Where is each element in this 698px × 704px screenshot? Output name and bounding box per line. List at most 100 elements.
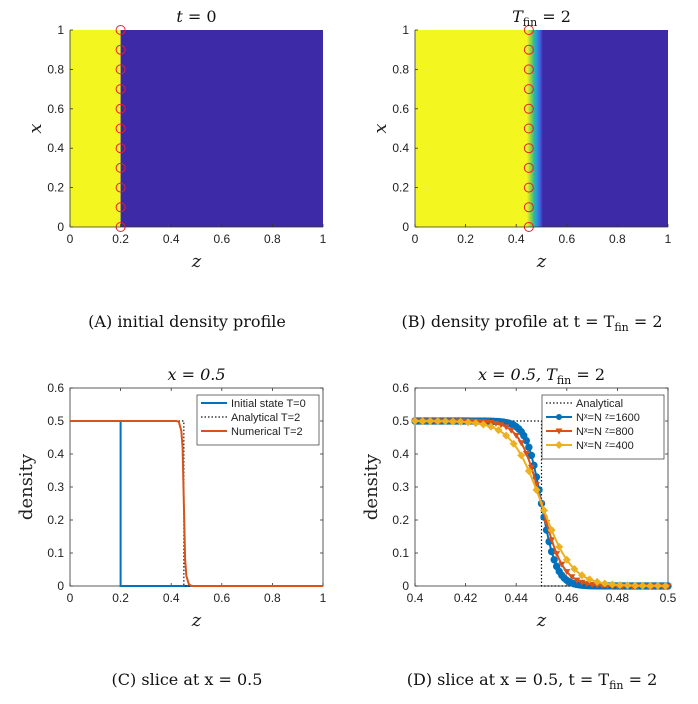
interface-marker [115, 123, 126, 134]
interface-marker [115, 162, 126, 173]
series-marker-3 [494, 426, 503, 435]
legend-label-1: Nˣ=N ᶻ=1600 [576, 412, 640, 424]
series-marker-3 [456, 417, 465, 426]
x-tick-label: 0 [412, 232, 419, 246]
series-marker-3 [638, 581, 647, 590]
title-val: = 2 [571, 365, 605, 384]
series-marker-2 [548, 537, 556, 544]
series-marker-2 [588, 582, 596, 589]
series-marker-2 [563, 569, 571, 576]
legend-marker-1 [556, 414, 562, 420]
y-tick-label: 0.6 [47, 102, 64, 116]
y-tick-label: 0.4 [47, 141, 64, 155]
series-marker-3 [631, 581, 640, 590]
legend-marker-2 [555, 428, 563, 435]
y-tick-label: 0.5 [392, 414, 409, 428]
series-marker-3 [623, 581, 632, 590]
series-marker-3 [464, 418, 473, 427]
legend-marker-3 [555, 441, 563, 449]
interface-marker [523, 123, 534, 134]
interface-marker [523, 162, 534, 173]
interface-marker [115, 103, 126, 114]
series-line-2 [70, 420, 323, 587]
x-tick-label: 0.2 [112, 591, 129, 605]
y-tick-label: 0.3 [392, 480, 409, 494]
series-marker-2 [527, 464, 535, 471]
x-axis-label: z [536, 251, 547, 272]
series-marker-3 [547, 526, 556, 535]
y-tick-label: 0.4 [392, 141, 409, 155]
x-tick-label: 0.6 [213, 232, 230, 246]
series-marker-3 [448, 417, 457, 426]
interface-marker [523, 44, 534, 55]
series-marker-3 [517, 451, 526, 460]
x-tick-label: 0 [67, 591, 74, 605]
series-marker-3 [593, 577, 602, 586]
y-tick-label: 0.8 [47, 62, 64, 76]
series-marker-2 [568, 574, 576, 581]
interface-marker [115, 25, 126, 35]
series-marker-3 [570, 565, 579, 574]
chart-title: x = 0.5, Tfin = 2 [478, 365, 605, 387]
series-marker-2 [573, 577, 581, 584]
series-marker-3 [540, 506, 549, 515]
series-marker-3 [426, 417, 435, 426]
y-axis-label: x [25, 123, 46, 133]
y-tick-label: 0.6 [392, 102, 409, 116]
interface-marker [115, 84, 126, 95]
legend-label-0: Analytical [576, 398, 623, 410]
caption-b: (B) density profile at t = Tfin = 2 [401, 312, 663, 335]
series-marker-2 [553, 551, 561, 558]
y-tick-label: 0.5 [47, 414, 64, 428]
x-tick-label: 0.6 [558, 232, 575, 246]
y-tick-label: 0.4 [47, 447, 64, 461]
x-tick-label: 0.4 [407, 591, 424, 605]
interface-marker [523, 202, 534, 213]
interface-marker [523, 143, 534, 154]
x-tick-label: 1 [320, 591, 327, 605]
series-marker-3 [608, 580, 617, 589]
series-marker-3 [486, 422, 495, 431]
series-marker-3 [441, 417, 450, 426]
y-tick-label: 1 [402, 23, 409, 37]
interface-marker [523, 103, 534, 114]
low-density-region [528, 30, 668, 227]
legend-label-3: Nˣ=N ᶻ=400 [576, 440, 634, 452]
x-tick-label: 0.6 [213, 591, 230, 605]
x-tick-label: 1 [320, 232, 327, 246]
y-tick-label: 0 [402, 579, 409, 593]
x-tick-label: 0.2 [112, 232, 129, 246]
interface-marker [115, 182, 126, 193]
x-tick-label: 0.44 [505, 591, 529, 605]
interface-marker [115, 143, 126, 154]
x-tick-label: 0.8 [264, 232, 281, 246]
chart-title: Tfin = 2 [512, 7, 571, 29]
series-marker-3 [555, 542, 564, 551]
high-density-region [70, 30, 121, 227]
y-tick-label: 0.3 [47, 480, 64, 494]
series-marker-3 [600, 579, 609, 588]
series-marker-2 [482, 419, 490, 426]
interface-marker [115, 64, 126, 75]
series-marker-3 [577, 571, 586, 580]
y-tick-label: 0.6 [47, 381, 64, 395]
chart-title: x = 0.5 [167, 365, 225, 384]
interface-marker [523, 64, 534, 75]
series-marker-3 [471, 419, 480, 428]
x-tick-label: 0.4 [163, 591, 180, 605]
title-var: T [512, 7, 524, 26]
y-tick-label: 0 [57, 220, 64, 234]
interface-marker [115, 44, 126, 55]
x-tick-label: 0.8 [264, 591, 281, 605]
series-marker-3 [509, 439, 518, 448]
y-tick-label: 0 [402, 220, 409, 234]
series-marker-3 [562, 555, 571, 564]
series-marker-2 [507, 427, 515, 434]
interface-marker [523, 25, 534, 35]
series-marker-2 [502, 424, 510, 431]
title-val: = 2 [537, 7, 571, 26]
interface-marker [115, 202, 126, 213]
y-tick-label: 0.2 [47, 513, 64, 527]
title-main: x = 0.5, T [478, 365, 558, 384]
series-marker-3 [411, 417, 419, 426]
